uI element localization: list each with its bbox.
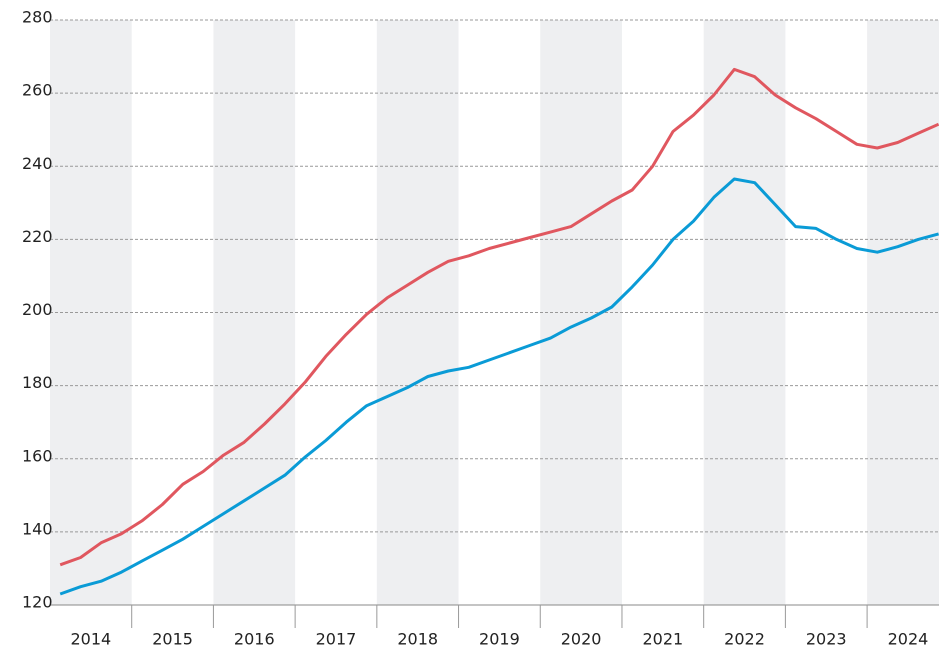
y-tick-label: 160 [22,446,53,465]
x-tick-label: 2017 [316,630,357,649]
y-tick-label: 120 [22,593,53,612]
y-tick-label: 200 [22,300,53,319]
series-line [59,177,939,596]
x-tick-label: 2022 [724,630,765,649]
x-tick-label: 2016 [234,630,275,649]
x-tick-label: 2021 [642,630,683,649]
x-tick-label: 2014 [70,630,111,649]
x-tick-label: 2023 [806,630,847,649]
x-tick-label: 2015 [152,630,193,649]
y-tick-label: 180 [22,373,53,392]
y-tick-label: 280 [22,8,53,27]
x-tick-label: 2024 [888,630,929,649]
y-tick-label: 260 [22,81,53,100]
y-tick-label: 240 [22,154,53,173]
y-tick-label: 140 [22,519,53,538]
x-tick-label: 2020 [561,630,602,649]
x-tick-label: 2018 [397,630,438,649]
y-tick-label: 220 [22,227,53,246]
series-line [59,67,939,567]
x-tick-label: 2019 [479,630,520,649]
